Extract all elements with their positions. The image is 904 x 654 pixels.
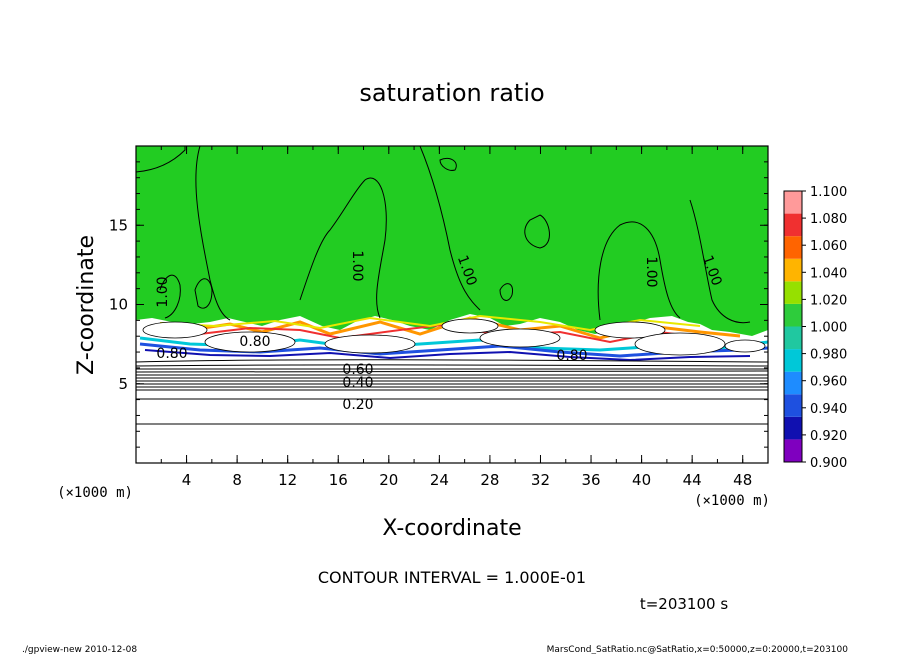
colorbar-label: 0.940 (810, 402, 847, 417)
y-tick-label: 15 (109, 216, 128, 234)
colorbar-label: 1.020 (810, 293, 847, 308)
x-tick-label: 40 (632, 471, 651, 489)
contour-label: 0.20 (342, 397, 373, 413)
saturated-region (136, 146, 768, 336)
contour-label: 0.80 (239, 334, 270, 350)
contour-label: 0.40 (342, 375, 373, 391)
contour-label: 0.80 (556, 348, 587, 364)
colorbar-swatch (784, 439, 802, 462)
colorbar-label: 1.040 (810, 266, 847, 281)
contour-label: 1.00 (155, 276, 171, 307)
colorbar-swatch (784, 371, 802, 395)
x-tick-label: 20 (379, 471, 398, 489)
colorbar-label: 1.100 (810, 185, 847, 200)
band-red (149, 322, 721, 344)
colorbar-label: 1.000 (810, 321, 847, 336)
x-tick-label: 24 (430, 471, 449, 489)
contour-label: 0.80 (156, 346, 187, 362)
contour-label: 0.60 (342, 362, 373, 378)
y-axis-unit: (×1000 m) (57, 485, 133, 501)
colorbar-swatch (784, 191, 802, 214)
y-axis-title: Z-coordinate (74, 235, 99, 375)
contour-labels: 0.20 0.40 0.60 0.80 0.80 0.80 1.00 1.00 … (155, 250, 725, 413)
plot-area (136, 146, 768, 463)
contour-lines-lower (136, 359, 768, 425)
colorbar-label: 0.920 (810, 429, 847, 444)
colorbar-swatch (784, 303, 802, 327)
x-axis-unit: (×1000 m) (694, 493, 770, 509)
x-tick-label: 32 (531, 471, 550, 489)
colorbar-swatch (784, 281, 802, 304)
y-axis-ticks: 5 10 15 (109, 161, 768, 448)
colorbar-label: 1.080 (810, 212, 847, 227)
colorbar-swatch (784, 326, 802, 350)
colorbar-label: 0.980 (810, 348, 847, 363)
x-tick-label: 8 (232, 471, 242, 489)
x-tick-label: 4 (182, 471, 192, 489)
colorbar-label: 1.060 (810, 239, 847, 254)
x-tick-label: 28 (480, 471, 499, 489)
colorbar-swatch (784, 258, 802, 282)
contour-lines-upper (136, 146, 751, 324)
colorbar: 0.900 0.920 0.940 0.960 0.980 1.000 1.020 1.040… (783, 185, 847, 471)
contour-label: 1.00 (349, 250, 365, 281)
colorbar-swatch (784, 394, 802, 417)
contour-label: 1.00 (643, 256, 659, 287)
contour-interval-label: CONTOUR INTERVAL = 1.000E-01 (318, 568, 586, 587)
footer-right: MarsCond_SatRatio.nc@SatRatio,x=0:50000,… (547, 645, 849, 654)
x-tick-label: 12 (278, 471, 297, 489)
x-axis-title: X-coordinate (382, 516, 521, 541)
colorbar-label: 0.900 (810, 456, 847, 471)
colorbar-label: 0.960 (810, 375, 847, 390)
y-tick-label: 5 (118, 375, 128, 393)
y-tick-label: 10 (109, 296, 128, 314)
x-axis-ticks: 4 8 12 16 20 24 28 32 36 40 44 48 (160, 146, 752, 489)
colorbar-swatch (784, 349, 802, 372)
colorbar-swatch (784, 416, 802, 440)
x-tick-label: 44 (683, 471, 702, 489)
x-tick-label: 48 (733, 471, 752, 489)
footer-left: ./gpview-new 2010-12-08 (22, 645, 137, 654)
x-tick-label: 36 (581, 471, 600, 489)
chart-title: saturation ratio (359, 79, 544, 107)
colorbar-swatch (784, 236, 802, 259)
time-label: t=203100 s (640, 595, 728, 613)
band-darkblue (144, 349, 751, 362)
colorbar-swatch (784, 213, 802, 237)
cloud-lenses (142, 318, 766, 356)
x-tick-label: 16 (329, 471, 348, 489)
